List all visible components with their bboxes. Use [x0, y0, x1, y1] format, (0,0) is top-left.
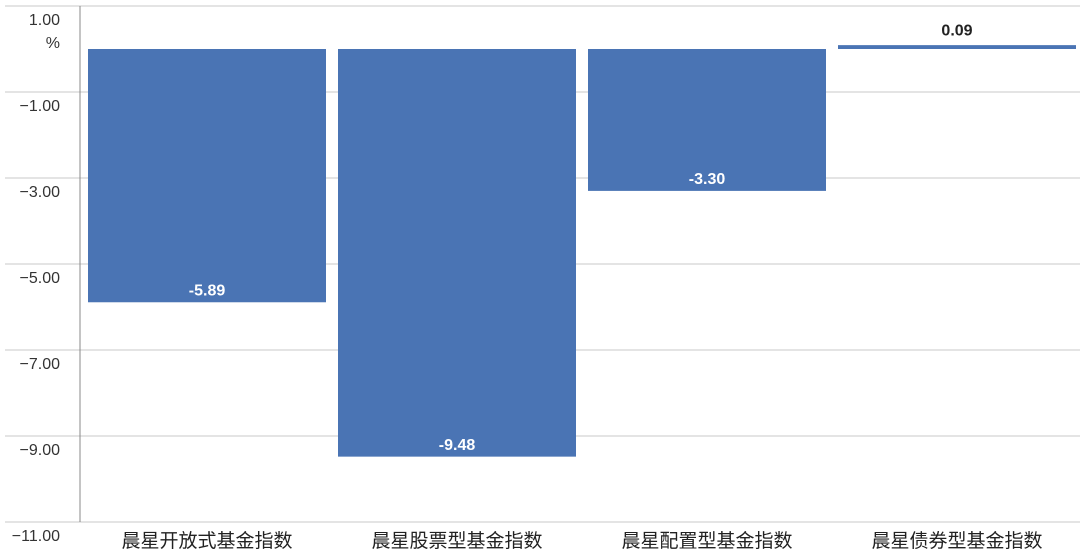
- y-tick-label: −9.00: [20, 442, 61, 459]
- data-label: -3.30: [689, 171, 726, 188]
- data-label: 0.09: [941, 22, 972, 39]
- data-label: -9.48: [439, 437, 476, 454]
- y-tick-label: −11.00: [12, 528, 60, 545]
- y-tick-label: −3.00: [20, 184, 61, 201]
- y-unit: %: [46, 35, 60, 52]
- data-label: -5.89: [189, 282, 226, 299]
- y-tick-label: −7.00: [20, 356, 61, 373]
- bar: [838, 45, 1076, 49]
- bar: [588, 49, 826, 191]
- bar: [338, 49, 576, 457]
- x-tick-label: 晨星配置型基金指数: [621, 530, 792, 552]
- x-tick-label: 晨星股票型基金指数: [371, 530, 542, 552]
- y-tick-label: −1.00: [20, 98, 61, 115]
- y-tick-label: −5.00: [20, 270, 61, 287]
- bar: [88, 49, 326, 303]
- x-tick-label: 晨星债券型基金指数: [871, 530, 1042, 552]
- y-tick-label: 1.00: [29, 12, 60, 29]
- x-tick-label: 晨星开放式基金指数: [121, 530, 292, 552]
